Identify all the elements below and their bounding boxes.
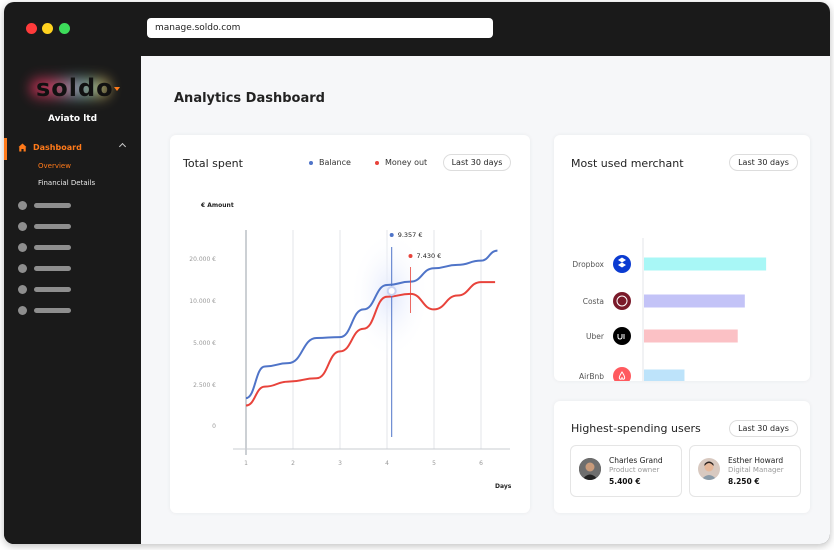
home-icon [18, 143, 27, 152]
y-axis-label: € Amount [200, 202, 234, 209]
bar-costa [644, 294, 745, 308]
merchant-label: Uber [586, 332, 605, 341]
user-role: Digital Manager [728, 466, 784, 474]
legend-money-out: Money out [375, 158, 427, 167]
soldo-logo[interactable]: soldo [26, 64, 120, 114]
period-selector[interactable]: Last 30 days [443, 154, 511, 171]
active-indicator [4, 138, 7, 160]
legend-dot [309, 160, 313, 165]
sidebar-placeholder-item[interactable] [18, 306, 71, 315]
avatar [579, 458, 601, 480]
y-tick-label: 2.500 € [193, 382, 216, 389]
x-tick-label: 1 [244, 460, 248, 467]
card-title: Most used merchant [571, 157, 684, 170]
placeholder-icon [18, 264, 27, 273]
logo-text: soldo [36, 74, 114, 102]
legend-balance: Balance [309, 158, 351, 167]
caret-down-icon[interactable] [114, 87, 120, 91]
browser-window: manage.soldo.com soldo Aviato ltd Dashbo… [4, 2, 830, 544]
x-tick-label: 3 [338, 460, 342, 467]
user-card[interactable]: Charles Grand Product owner 5.400 € [570, 445, 682, 497]
x-axis-label: Days [495, 483, 512, 490]
company-name: Aviato ltd [47, 114, 98, 124]
total-spent-card: Total spent Balance Money out Last 30 da… [170, 135, 530, 513]
address-bar[interactable]: manage.soldo.com [147, 18, 493, 38]
x-tick-label: 2 [291, 460, 295, 467]
placeholder-icon [18, 285, 27, 294]
dropbox-glyph [618, 257, 626, 268]
y-tick-label: 5.000 € [193, 340, 216, 347]
sidebar-placeholder-item[interactable] [18, 201, 71, 210]
sidebar-subitem-overview[interactable]: Overview [38, 162, 71, 170]
chevron-up-icon[interactable] [118, 142, 127, 151]
merchant-label: AirBnb [579, 372, 604, 381]
costa-glyph [616, 295, 628, 307]
user-amount: 8.250 € [728, 477, 760, 486]
avatar [698, 458, 720, 480]
x-tick-label: 4 [385, 460, 389, 467]
card-title: Highest-spending users [571, 422, 701, 435]
placeholder-icon [18, 306, 27, 315]
placeholder-label [34, 308, 71, 313]
tooltip-balance-dot [389, 233, 394, 237]
uber-glyph [617, 334, 625, 340]
money-out-series-line [245, 281, 496, 407]
y-tick-label: 0 [212, 423, 216, 430]
card-title: Total spent [183, 157, 243, 170]
line-chart: € Amount Days 0 2.500 € 5.000 € 10.000 € 20.… [189, 202, 512, 490]
balance-series-line [245, 249, 498, 400]
user-name: Charles Grand [609, 456, 663, 465]
y-tick-label: 10.000 € [189, 298, 216, 305]
window-minimize-dot[interactable] [42, 23, 53, 34]
most-used-merchant-card: Most used merchant Last 30 days Dropbox C… [554, 135, 810, 381]
airbnb-logo-icon [613, 367, 631, 381]
bar-chart: DropboxCostaUberAirBnb0250 €500 €1000 € [572, 238, 767, 381]
placeholder-label [34, 266, 71, 271]
user-card[interactable]: Esther Howard Digital Manager 8.250 € [689, 445, 801, 497]
tooltip-money-out-dot [408, 254, 413, 258]
bar-uber [644, 329, 738, 343]
x-tick-label: 5 [432, 460, 436, 467]
hover-point [386, 286, 397, 296]
sidebar-placeholder-item[interactable] [18, 264, 71, 273]
logo-glow [30, 70, 110, 106]
user-role: Product owner [609, 466, 660, 474]
period-selector[interactable]: Last 30 days [729, 154, 798, 171]
sidebar-placeholder-item[interactable] [18, 222, 71, 231]
sidebar-item-label: Dashboard [33, 143, 82, 152]
user-name: Esther Howard [728, 456, 784, 465]
bar-dropbox [644, 257, 767, 271]
sidebar-subitem-financial-details[interactable]: Financial Details [38, 179, 96, 187]
placeholder-icon [18, 243, 27, 252]
placeholder-label [34, 245, 71, 250]
period-selector[interactable]: Last 30 days [729, 420, 798, 437]
placeholder-icon [18, 222, 27, 231]
main-content: Analytics Dashboard Total spent Balance … [141, 56, 830, 544]
placeholder-label [34, 224, 71, 229]
airbnb-glyph [618, 371, 626, 380]
window-maximize-dot[interactable] [59, 23, 70, 34]
merchant-label: Dropbox [572, 260, 604, 269]
legend-label: Money out [385, 158, 428, 167]
x-tick-label: 6 [479, 460, 483, 467]
y-tick-label: 20.000 € [189, 256, 216, 263]
bar-airbnb [644, 369, 685, 381]
sidebar-placeholder-item[interactable] [18, 285, 71, 294]
legend-dot [375, 160, 379, 165]
tooltip-money-out-value: 7.430 € [417, 252, 442, 260]
merchant-label: Costa [583, 297, 604, 306]
sidebar: soldo Aviato ltd Dashboard Overview Fina… [4, 56, 141, 544]
placeholder-icon [18, 201, 27, 210]
placeholder-label [34, 203, 71, 208]
costa-logo-icon [613, 292, 631, 310]
sidebar-item-dashboard[interactable]: Dashboard [18, 143, 82, 152]
legend-label: Balance [319, 158, 351, 167]
placeholder-label [34, 287, 71, 292]
tooltip-balance-value: 9.357 € [398, 231, 423, 239]
sidebar-placeholder-item[interactable] [18, 243, 71, 252]
user-amount: 5.400 € [609, 477, 641, 486]
page-title: Analytics Dashboard [174, 91, 325, 106]
highest-spending-users-card: Highest-spending users Last 30 days Char… [554, 401, 810, 513]
window-close-dot[interactable] [26, 23, 37, 34]
